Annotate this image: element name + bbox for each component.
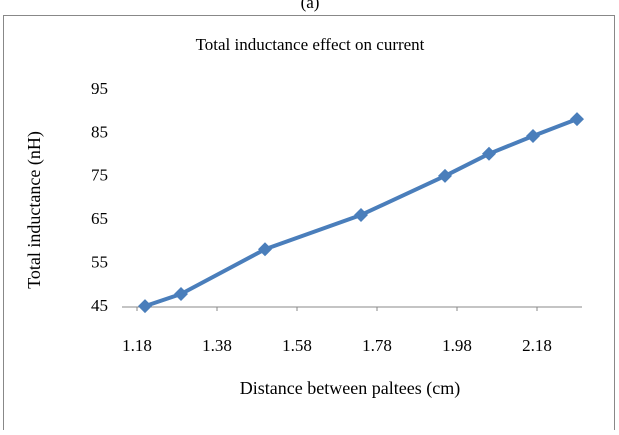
x-tick-label: 2.18 (522, 336, 552, 355)
data-point (438, 168, 452, 183)
data-point (174, 286, 188, 301)
x-axis-title: Distance between paltees (cm) (240, 378, 460, 399)
y-axis-title: Total inductance (nH) (24, 131, 45, 289)
y-tick-label: 55 (91, 253, 108, 272)
x-tick-label: 1.18 (122, 336, 152, 355)
data-point (526, 129, 540, 144)
chart-frame (3, 15, 615, 435)
y-tick-label: 65 (91, 209, 108, 228)
data-point (354, 207, 368, 222)
data-point (258, 242, 272, 257)
y-tick-label: 85 (91, 122, 108, 141)
data-point (482, 146, 496, 161)
data-point (138, 299, 152, 314)
y-tick-label: 95 (91, 79, 108, 98)
chart-title: Total inductance effect on current (196, 35, 425, 54)
x-tick-label: 1.58 (282, 336, 312, 355)
data-point (570, 112, 584, 127)
y-tick-label: 45 (91, 296, 108, 315)
series-line (144, 117, 578, 309)
y-tick-label: 75 (91, 166, 108, 185)
panel-label: (a) (301, 0, 320, 12)
x-tick-label: 1.38 (202, 336, 232, 355)
x-tick-label: 1.98 (442, 336, 472, 355)
x-tick-label: 1.78 (362, 336, 392, 355)
